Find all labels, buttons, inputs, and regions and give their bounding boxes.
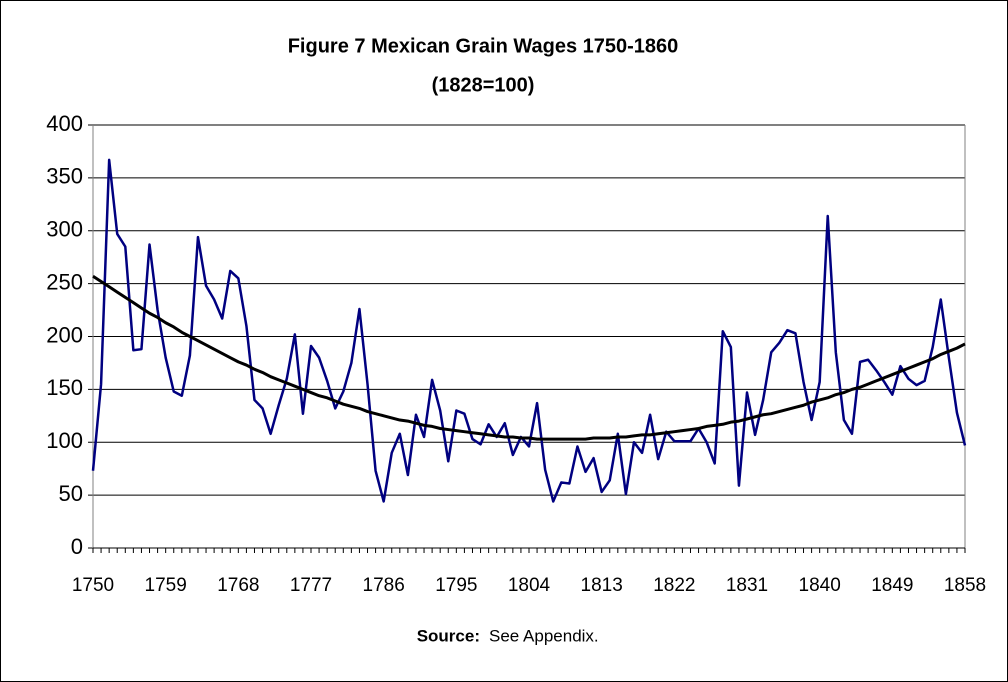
x-tick-label: 1804 xyxy=(508,575,551,596)
x-tick-label: 1840 xyxy=(799,575,841,596)
x-tick-label: 1849 xyxy=(871,575,913,596)
x-tick-label: 1786 xyxy=(363,575,405,596)
x-tick-label: 1795 xyxy=(435,575,477,596)
series-line xyxy=(91,158,967,503)
x-tick-label: 1831 xyxy=(726,575,768,596)
y-tick-label: 200 xyxy=(46,322,83,347)
source-text: See Appendix. xyxy=(489,626,599,645)
series-line xyxy=(92,274,966,441)
x-tick-label: 1759 xyxy=(145,575,187,596)
x-tick-label: 1750 xyxy=(72,575,114,596)
x-tick-label: 1768 xyxy=(217,575,259,596)
y-tick-label: 0 xyxy=(71,534,83,559)
y-tick-label: 50 xyxy=(59,481,83,506)
y-tick-label: 100 xyxy=(46,428,83,453)
y-tick-label: 350 xyxy=(46,164,83,189)
x-tick-label: 1858 xyxy=(944,575,986,596)
chart-title: Figure 7 Mexican Grain Wages 1750-1860 xyxy=(288,35,679,57)
chart-subtitle: (1828=100) xyxy=(432,74,535,96)
y-tick-label: 250 xyxy=(46,269,83,294)
y-tick-label: 400 xyxy=(46,111,83,136)
y-tick-label: 300 xyxy=(46,217,83,242)
x-tick-label: 1822 xyxy=(653,575,695,596)
source-label: Source: xyxy=(417,626,480,645)
x-tick-label: 1777 xyxy=(290,575,332,596)
y-tick-label: 150 xyxy=(46,375,83,400)
x-tick-label: 1813 xyxy=(581,575,623,596)
